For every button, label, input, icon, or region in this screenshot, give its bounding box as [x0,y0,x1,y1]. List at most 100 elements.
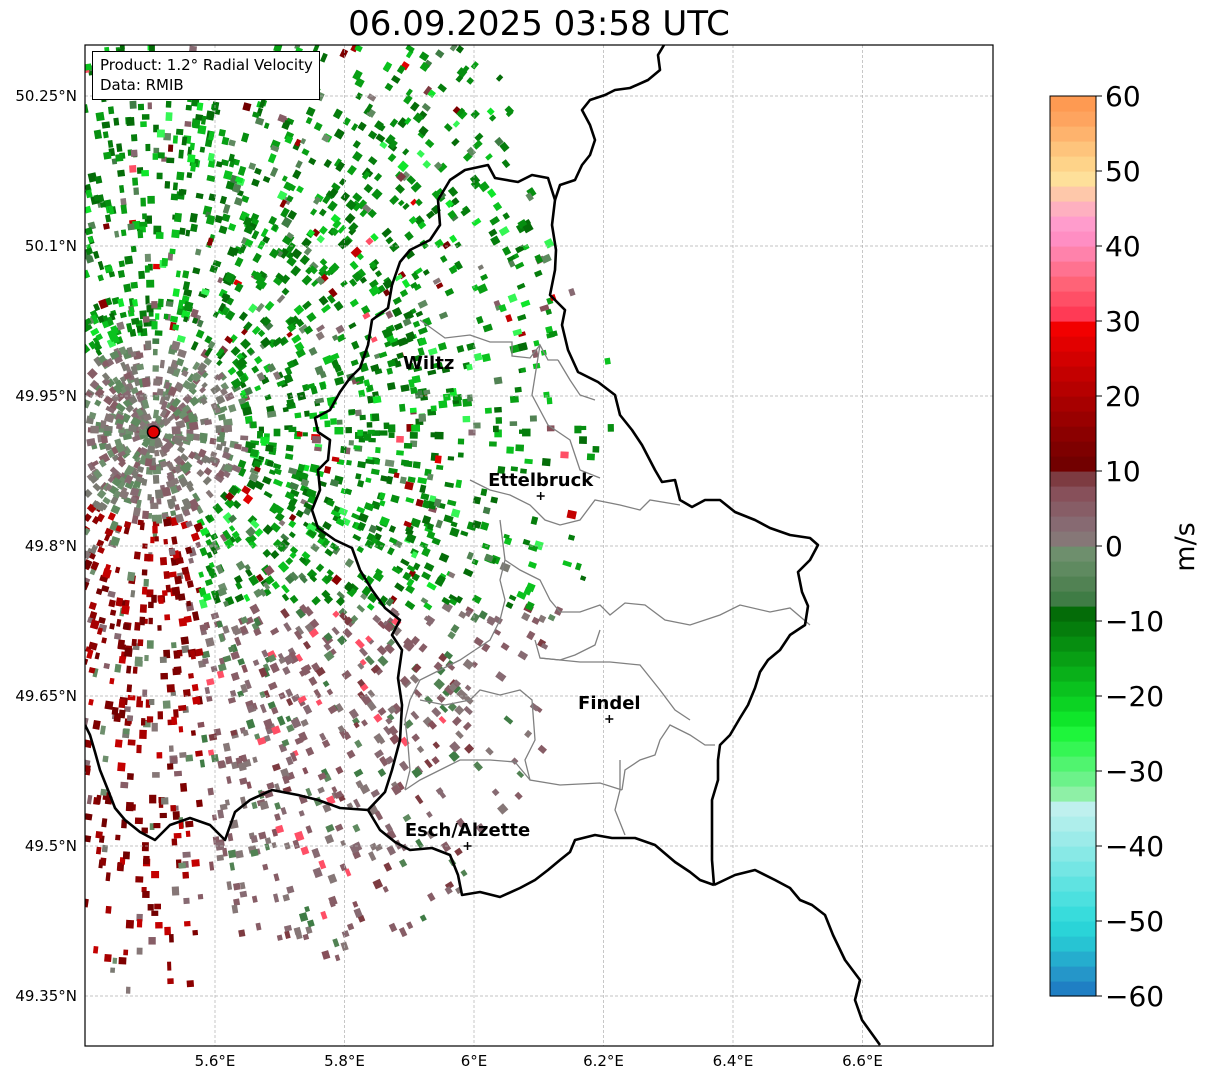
echo-bin [435,282,444,290]
echo-bin [151,457,156,466]
echo-bin [237,459,247,469]
echo-bin [187,450,197,460]
echo-bin [233,443,242,450]
echo-bin [202,592,212,602]
echo-bin [363,183,374,194]
echo-bin [132,450,141,461]
echo-bin [238,929,246,938]
echo-bin [375,568,383,576]
echo-bin [90,425,99,434]
echo-bin [302,933,310,941]
echo-bin [522,538,531,546]
echo-bin [253,466,261,473]
echo-bin [281,235,293,246]
echo-bin [115,834,121,841]
echo-bin [377,736,386,745]
echo-bin [234,593,245,603]
echo-bin [166,366,175,375]
echo-bin [223,271,235,284]
echo-bin [395,183,405,194]
echo-bin [226,297,235,306]
echo-bin [295,348,306,359]
echo-bin [353,445,361,450]
echo-bin [228,157,236,168]
echo-bin [155,231,164,240]
echo-bin [331,334,339,342]
echo-bin [397,337,408,347]
echo-bin [361,203,372,214]
echo-bin [115,153,124,162]
echo-bin [258,280,268,290]
echo-bin [145,295,150,305]
echo-bin [451,137,460,147]
echo-bin [175,128,184,136]
echo-bin [102,315,109,322]
echo-bin [348,408,356,415]
echo-bin [123,728,130,735]
echo-bin [308,265,318,275]
echo-bin [359,682,369,692]
echo-bin [488,114,497,122]
echo-bin [363,502,375,512]
echo-bin [286,697,294,707]
echo-bin [141,586,148,595]
echo-bin [136,696,142,705]
echo-bin [470,660,479,669]
echo-bin [441,366,451,374]
echo-bin [115,443,126,454]
echo-bin [305,825,313,834]
echo-bin [517,314,527,322]
echo-bin [517,342,528,352]
echo-bin [246,704,255,713]
echo-bin [356,506,366,514]
echo-bin [256,371,266,382]
echo-bin [130,386,139,395]
echo-bin [104,700,114,710]
echo-bin [186,580,194,588]
echo-bin [293,630,303,641]
echo-bin [284,135,294,145]
echo-bin [321,950,331,960]
echo-bin [315,275,325,286]
echo-bin [94,399,102,407]
echo-bin [452,716,462,727]
echo-bin [249,848,259,857]
echo-bin [195,799,203,808]
echo-bin [157,298,164,308]
echo-bin [109,350,120,360]
echo-bin [374,810,384,821]
echo-bin [300,664,311,676]
echo-bin [122,433,133,441]
echo-bin [438,311,449,320]
echo-bin [112,490,122,499]
echo-bin [90,560,100,571]
echo-bin [355,92,363,101]
echo-bin [430,405,437,412]
echo-bin [103,413,115,424]
echo-bin [199,396,208,406]
echo-bin [123,706,131,713]
echo-bin [365,458,375,465]
echo-bin [568,288,576,297]
echo-bin [87,172,98,183]
echo-bin [444,287,455,297]
echo-bin [130,412,139,421]
echo-bin [308,628,319,638]
echo-bin [199,146,206,153]
echo-bin [388,537,398,545]
echo-bin [484,553,494,563]
echo-bin [178,862,186,869]
echo-bin [123,949,129,956]
echo-bin [366,700,377,712]
echo-bin [92,250,100,259]
echo-bin [235,850,244,859]
echo-bin [259,691,266,699]
echo-bin [85,269,91,279]
echo-bin [425,615,436,625]
echo-bin [379,755,388,765]
echo-bin [90,314,100,325]
echo-bin [92,469,103,480]
echo-bin [288,513,297,522]
echo-bin [473,761,483,772]
echo-bin [400,558,410,567]
